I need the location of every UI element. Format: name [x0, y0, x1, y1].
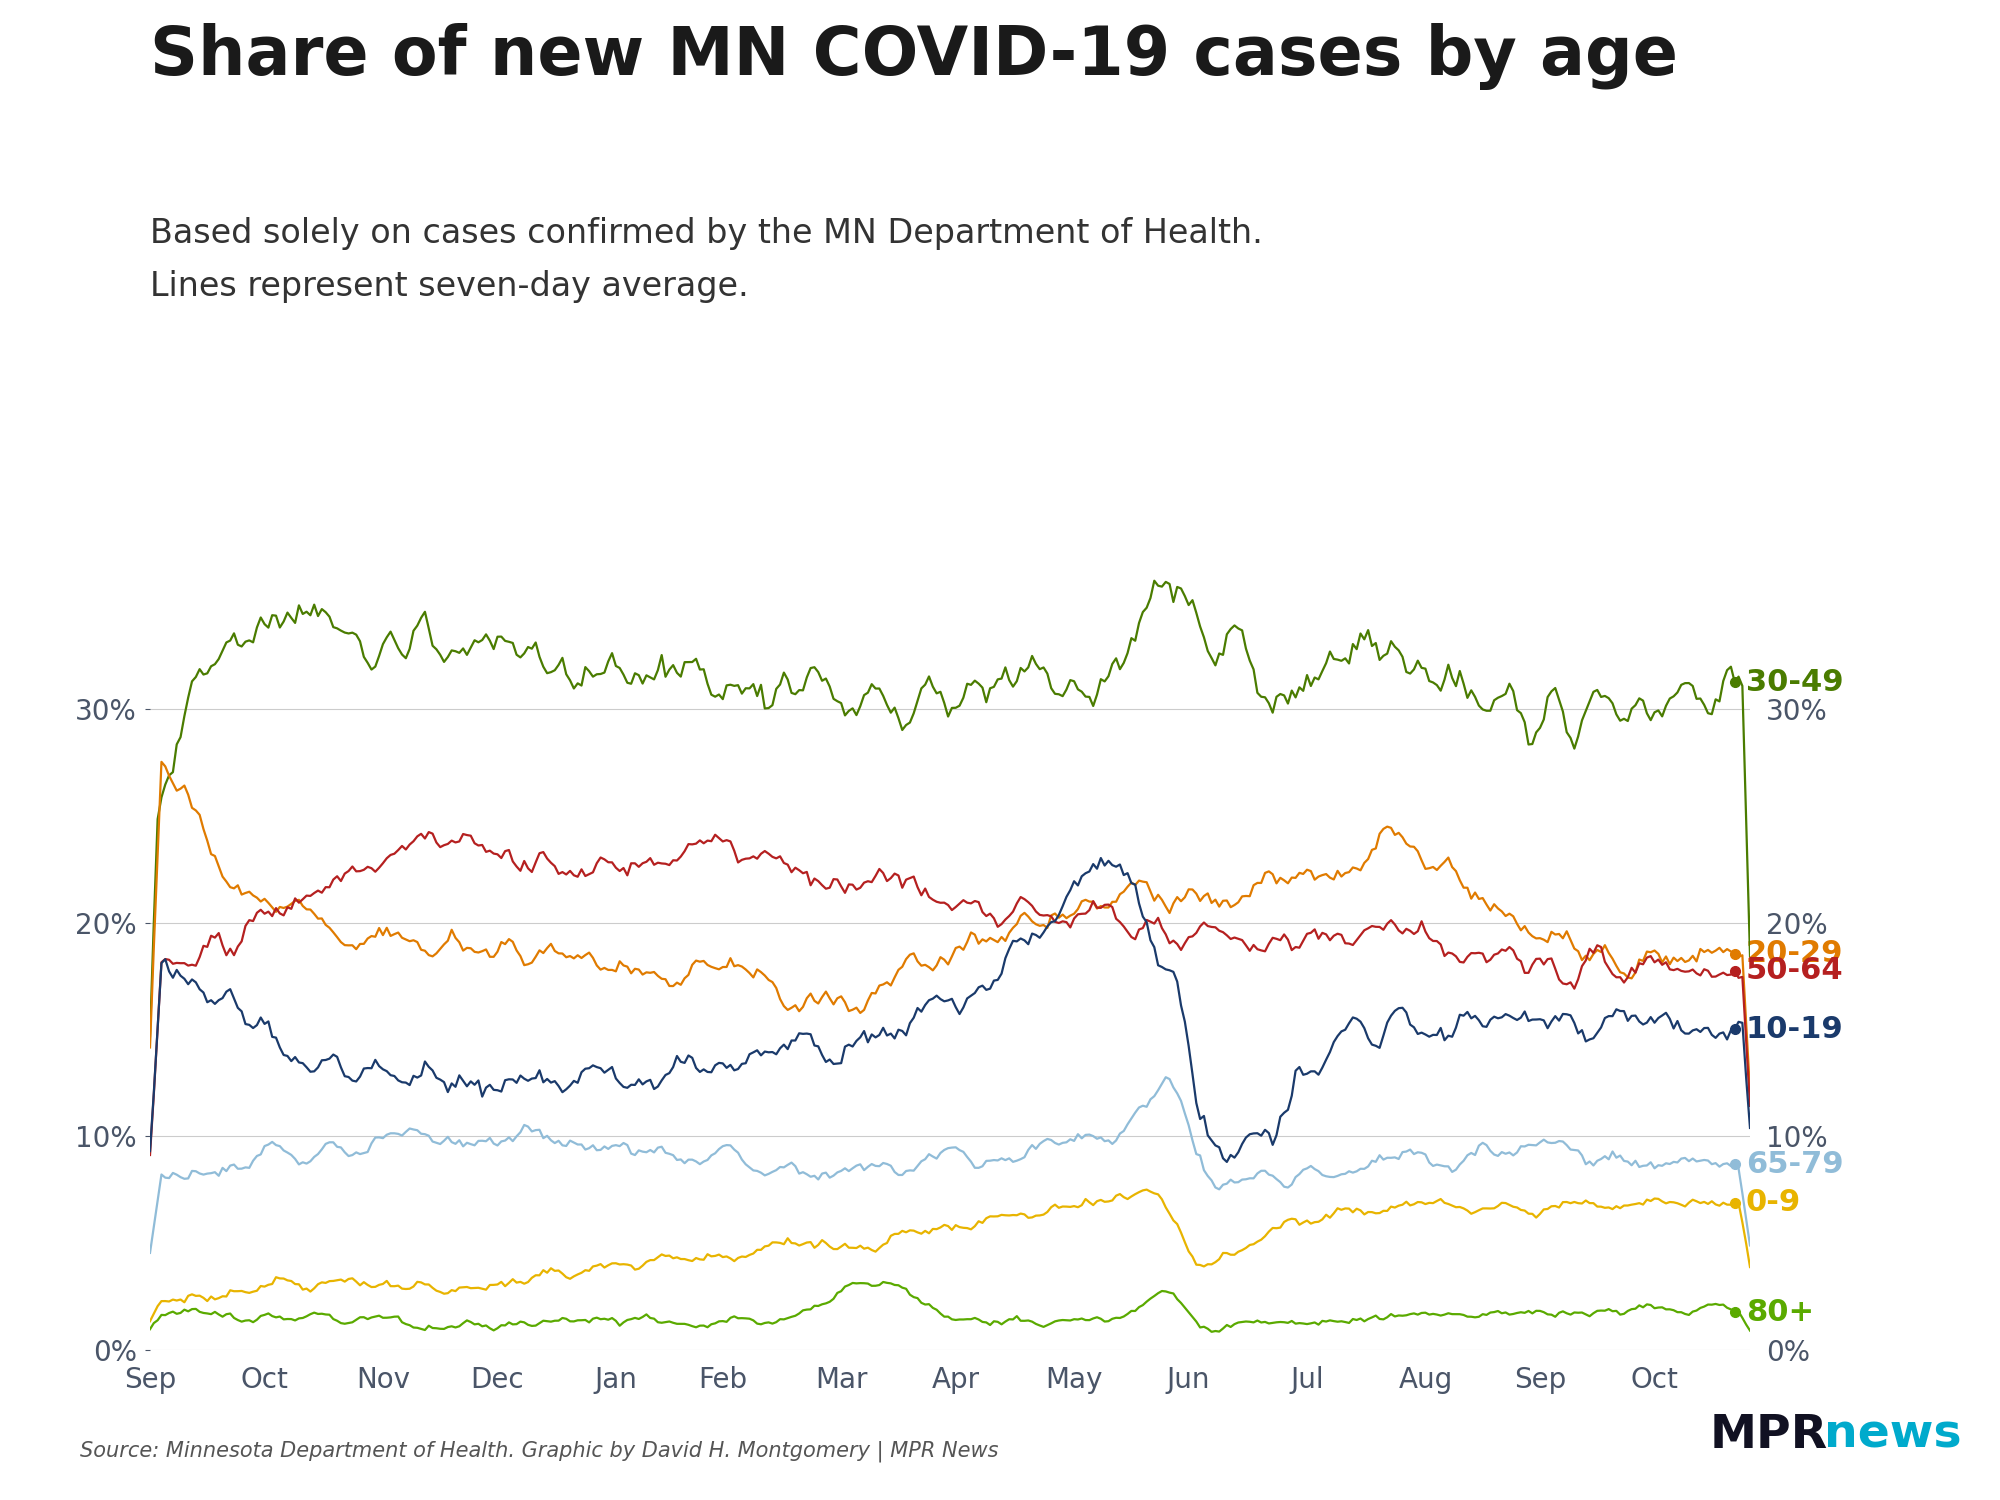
Text: news: news: [1824, 1413, 1962, 1458]
Text: Based solely on cases confirmed by the MN Department of Health.: Based solely on cases confirmed by the M…: [150, 217, 1262, 250]
Text: Share of new MN COVID-19 cases by age: Share of new MN COVID-19 cases by age: [150, 22, 1678, 90]
Text: Source: Minnesota Department of Health. Graphic by David H. Montgomery | MPR New: Source: Minnesota Department of Health. …: [80, 1442, 998, 1462]
Text: 80+: 80+: [1746, 1298, 1814, 1326]
Text: 0-9: 0-9: [1746, 1188, 1802, 1216]
Text: Lines represent seven-day average.: Lines represent seven-day average.: [150, 270, 748, 303]
Text: MPR: MPR: [1710, 1413, 1828, 1458]
Text: 30-49: 30-49: [1746, 668, 1844, 696]
Text: 20-29: 20-29: [1746, 939, 1844, 969]
Text: 10-19: 10-19: [1746, 1014, 1844, 1044]
Text: 65-79: 65-79: [1746, 1150, 1844, 1179]
Text: 50-64: 50-64: [1746, 957, 1844, 986]
